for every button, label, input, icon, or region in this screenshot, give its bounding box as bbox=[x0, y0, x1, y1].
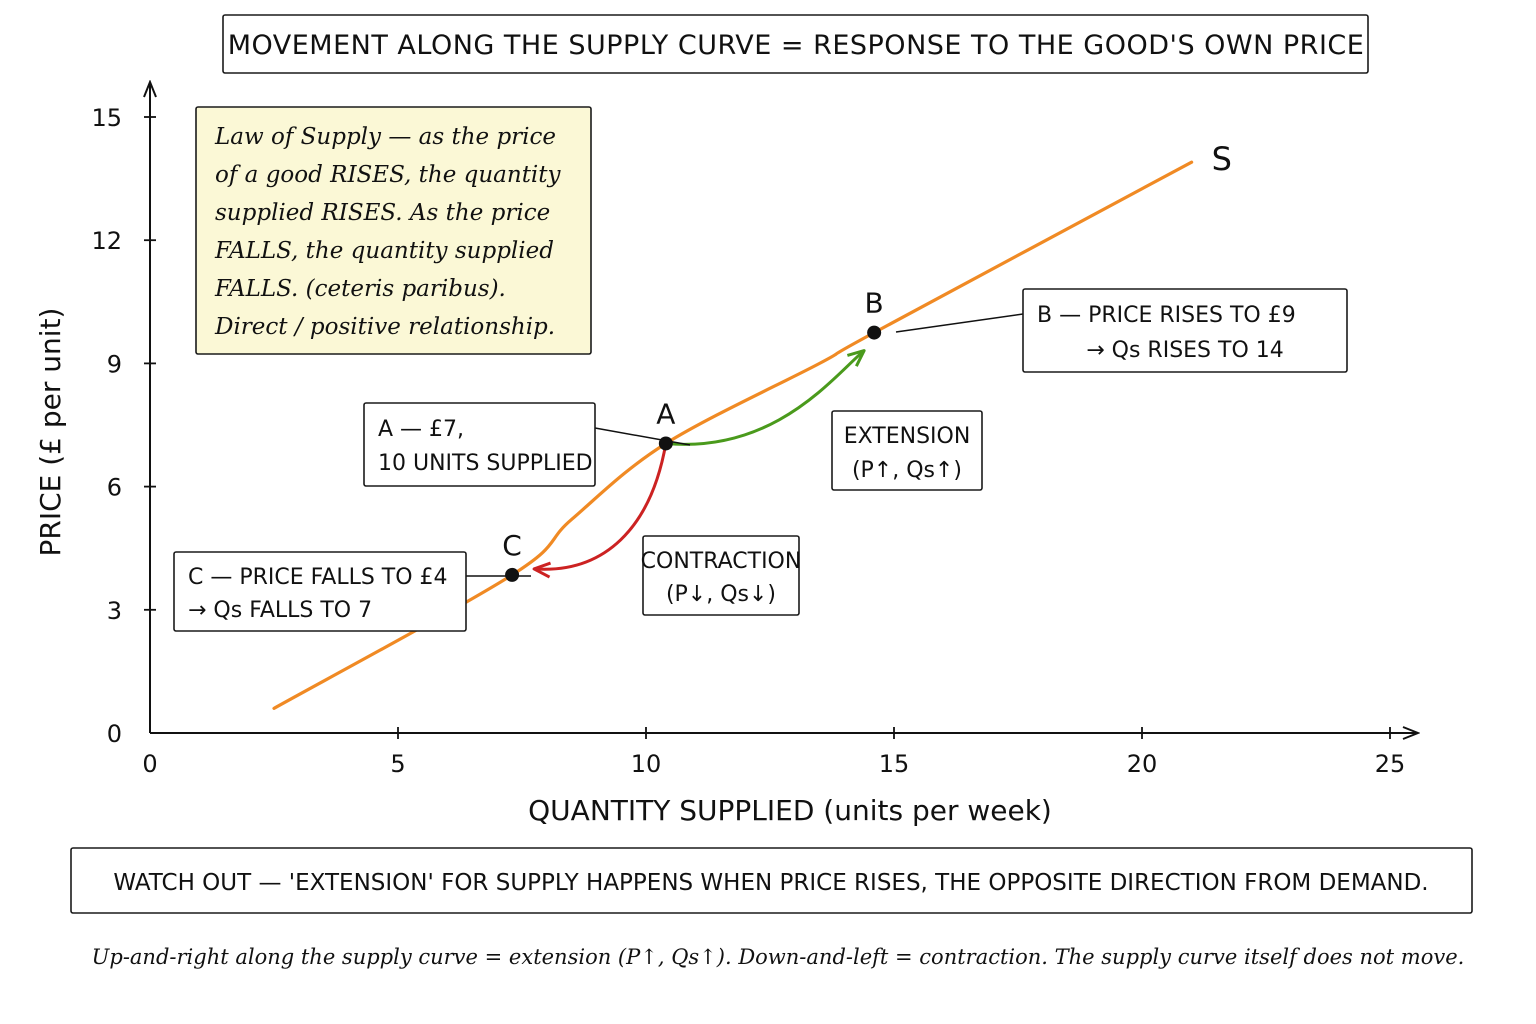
point-label-a: A bbox=[656, 397, 675, 430]
y-ticks: 0 3 6 9 12 15 bbox=[91, 104, 156, 748]
point-a bbox=[658, 436, 673, 451]
contraction-label-line-2: (P↓, Qs↓) bbox=[666, 582, 776, 607]
callout-b-line-2: → Qs RISES TO 14 bbox=[1086, 338, 1284, 363]
leader-b bbox=[895, 313, 1024, 333]
leader-lines bbox=[466, 313, 1024, 577]
x-tick-label: 20 bbox=[1127, 750, 1158, 778]
callout-c-line-2: → Qs FALLS TO 7 bbox=[188, 598, 372, 623]
supply-curve-line bbox=[272, 160, 1194, 710]
x-axis-label: QUANTITY SUPPLIED (units per week) bbox=[528, 794, 1052, 827]
law-note-line: FALLS, the quantity supplied bbox=[214, 238, 554, 264]
contraction-label-line-1: CONTRACTION bbox=[641, 549, 802, 574]
leader-a bbox=[594, 427, 691, 446]
supply-curve-label: S bbox=[1212, 140, 1232, 178]
x-tick-label: 5 bbox=[390, 750, 405, 778]
y-axis-label: PRICE (£ per unit) bbox=[34, 308, 67, 557]
callout-b-line-1: B — PRICE RISES TO £9 bbox=[1037, 303, 1296, 328]
y-tick-label: 3 bbox=[107, 597, 122, 625]
extension-label-line-2: (P↑, Qs↑) bbox=[852, 458, 962, 483]
supply-curve-layer: S bbox=[272, 140, 1232, 710]
callout-a: A — £7, 10 UNITS SUPPLIED bbox=[363, 402, 596, 487]
law-note-line: Direct / positive relationship. bbox=[214, 314, 555, 340]
warning-text: WATCH OUT — 'EXTENSION' FOR SUPPLY HAPPE… bbox=[113, 870, 1428, 896]
extension-arrow bbox=[665, 349, 866, 446]
point-c bbox=[505, 567, 520, 582]
axes: 0 5 10 15 20 25 0 3 6 9 12 15 QUANTITY SUPPLIED (u… bbox=[34, 82, 1418, 827]
point-label-c: C bbox=[502, 529, 522, 562]
title-banner: MOVEMENT ALONG THE SUPPLY CURVE = RESPON… bbox=[222, 14, 1369, 74]
x-tick-label: 10 bbox=[631, 750, 662, 778]
x-tick-label: 25 bbox=[1375, 750, 1406, 778]
x-tick-label: 0 bbox=[142, 750, 157, 778]
extension-label-line-1: EXTENSION bbox=[844, 424, 971, 449]
point-b bbox=[867, 325, 882, 340]
footer-note: Up-and-right along the supply curve = ex… bbox=[92, 945, 1465, 969]
law-note-line: supplied RISES. As the price bbox=[215, 200, 550, 226]
x-tick-label: 15 bbox=[879, 750, 910, 778]
extension-label: EXTENSION (P↑, Qs↑) bbox=[831, 410, 983, 491]
y-tick-label: 12 bbox=[91, 227, 122, 255]
point-layer: A B C bbox=[502, 287, 884, 582]
point-label-b: B bbox=[865, 287, 884, 320]
law-of-supply-note: Law of Supply — as the price of a good RI… bbox=[195, 106, 592, 355]
y-tick-label: 9 bbox=[107, 350, 122, 378]
movement-arrows bbox=[532, 349, 866, 579]
chart-title: MOVEMENT ALONG THE SUPPLY CURVE = RESPON… bbox=[228, 30, 1365, 61]
warning-banner: WATCH OUT — 'EXTENSION' FOR SUPPLY HAPPE… bbox=[70, 847, 1473, 914]
callout-a-line-1: A — £7, bbox=[378, 417, 464, 442]
y-tick-label: 0 bbox=[107, 720, 122, 748]
law-note-lines: Law of Supply — as the price of a good RI… bbox=[214, 124, 562, 340]
callout-c-line-1: C — PRICE FALLS TO £4 bbox=[188, 565, 448, 590]
contraction-arrow bbox=[532, 443, 668, 579]
law-note-line: of a good RISES, the quantity bbox=[215, 162, 562, 188]
y-tick-label: 6 bbox=[107, 474, 122, 502]
callout-a-line-2: 10 UNITS SUPPLIED bbox=[378, 451, 593, 476]
callout-c: C — PRICE FALLS TO £4 → Qs FALLS TO 7 bbox=[173, 551, 467, 632]
law-note-line: Law of Supply — as the price bbox=[214, 124, 556, 150]
y-tick-label: 15 bbox=[91, 104, 122, 132]
callout-b: B — PRICE RISES TO £9 → Qs RISES TO 14 bbox=[1022, 288, 1348, 373]
contraction-label: CONTRACTION (P↓, Qs↓) bbox=[641, 535, 802, 616]
x-ticks: 0 5 10 15 20 25 bbox=[142, 727, 1405, 778]
law-note-line: FALLS. (ceteris paribus). bbox=[214, 276, 506, 302]
